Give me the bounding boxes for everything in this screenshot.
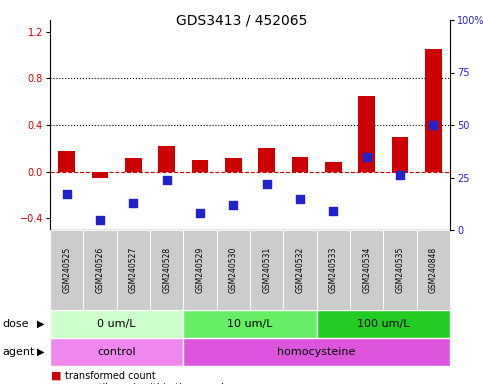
Text: GSM240848: GSM240848 xyxy=(429,247,438,293)
Point xyxy=(296,195,304,202)
Text: agent: agent xyxy=(2,347,35,357)
Text: GDS3413 / 452065: GDS3413 / 452065 xyxy=(176,13,307,27)
Text: ▶: ▶ xyxy=(37,347,45,357)
Point xyxy=(96,217,104,223)
Text: 0 um/L: 0 um/L xyxy=(98,319,136,329)
Text: 10 um/L: 10 um/L xyxy=(227,319,273,329)
Bar xyxy=(225,158,242,172)
Point xyxy=(396,172,404,179)
Text: GSM240531: GSM240531 xyxy=(262,247,271,293)
Point xyxy=(229,202,237,208)
Bar xyxy=(350,230,384,310)
Text: GSM240527: GSM240527 xyxy=(129,247,138,293)
Text: homocysteine: homocysteine xyxy=(277,347,356,357)
Text: percentile rank within the sample: percentile rank within the sample xyxy=(65,383,230,384)
Point xyxy=(129,200,137,206)
Text: GSM240533: GSM240533 xyxy=(329,247,338,293)
Bar xyxy=(325,162,341,172)
Text: 100 um/L: 100 um/L xyxy=(357,319,410,329)
Bar xyxy=(150,230,184,310)
Text: ■: ■ xyxy=(51,383,61,384)
Text: GSM240534: GSM240534 xyxy=(362,247,371,293)
Bar xyxy=(125,158,142,172)
Text: GSM240535: GSM240535 xyxy=(396,247,404,293)
Text: dose: dose xyxy=(2,319,29,329)
Bar xyxy=(58,151,75,172)
Bar xyxy=(184,230,217,310)
Bar xyxy=(92,172,108,177)
Text: transformed count: transformed count xyxy=(65,371,156,381)
Bar xyxy=(50,338,184,366)
Bar xyxy=(284,230,317,310)
Bar xyxy=(184,338,450,366)
Text: GSM240528: GSM240528 xyxy=(162,247,171,293)
Bar xyxy=(317,310,450,338)
Text: GSM240526: GSM240526 xyxy=(96,247,104,293)
Text: ■: ■ xyxy=(51,371,61,381)
Bar xyxy=(217,230,250,310)
Point xyxy=(429,122,437,128)
Point xyxy=(263,181,270,187)
Point xyxy=(329,208,337,214)
Bar xyxy=(50,310,184,338)
Bar xyxy=(392,137,408,172)
Bar xyxy=(417,230,450,310)
Bar xyxy=(184,310,317,338)
Text: GSM240530: GSM240530 xyxy=(229,247,238,293)
Bar xyxy=(358,96,375,172)
Bar xyxy=(250,230,284,310)
Text: GSM240529: GSM240529 xyxy=(196,247,204,293)
Point xyxy=(196,210,204,216)
Bar xyxy=(425,49,441,172)
Text: GSM240525: GSM240525 xyxy=(62,247,71,293)
Point xyxy=(63,191,71,197)
Point xyxy=(363,154,370,160)
Bar xyxy=(258,148,275,172)
Text: ▶: ▶ xyxy=(37,319,45,329)
Point xyxy=(163,177,170,183)
Text: GSM240532: GSM240532 xyxy=(296,247,304,293)
Text: control: control xyxy=(98,347,136,357)
Bar xyxy=(50,230,84,310)
Bar xyxy=(84,230,117,310)
Bar xyxy=(317,230,350,310)
Bar xyxy=(192,160,208,172)
Bar xyxy=(117,230,150,310)
Bar xyxy=(292,157,308,172)
Bar xyxy=(384,230,417,310)
Bar xyxy=(158,146,175,172)
